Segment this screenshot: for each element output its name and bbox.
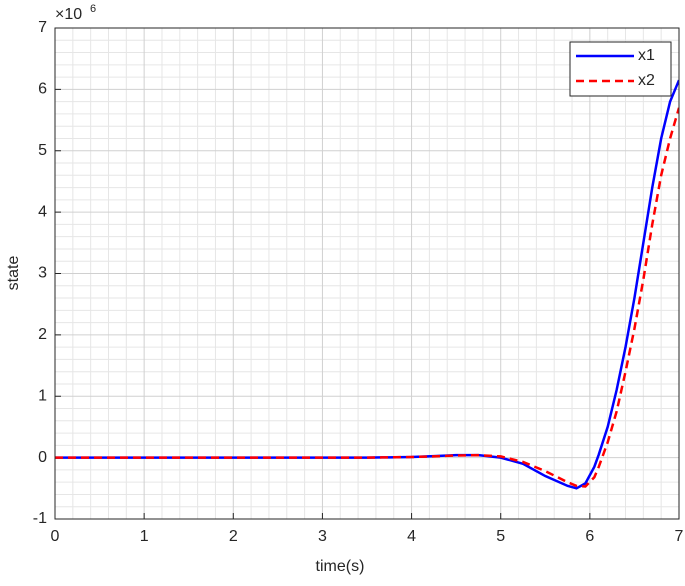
x-tick-label: 2	[229, 528, 238, 545]
x-axis-label: time(s)	[316, 558, 365, 575]
legend-label: x2	[638, 72, 655, 89]
x-tick-label: 1	[140, 528, 149, 545]
y-tick-label: 5	[38, 142, 47, 159]
y-tick-label: 4	[38, 203, 47, 220]
axes-box	[54, 27, 680, 520]
x-tick-label: 0	[51, 528, 60, 545]
x-tick-label: 4	[407, 528, 416, 545]
y-tick-label: 6	[38, 81, 47, 98]
y-tick-label: 0	[38, 449, 47, 466]
line-series	[55, 107, 679, 488]
y-axis-label: state	[5, 256, 22, 291]
y-multiplier-exponent: 6	[90, 3, 96, 15]
x-tick-label: 3	[318, 528, 327, 545]
legend-box	[569, 41, 672, 97]
y-tick-label: 2	[38, 326, 47, 343]
y-tick-label: 7	[38, 19, 47, 36]
y-tick-label: 3	[38, 265, 47, 282]
x-tick-label: 5	[496, 528, 505, 545]
x-tick-label: 6	[585, 528, 594, 545]
y-tick-label: 1	[38, 387, 47, 404]
x-tick-label: 7	[675, 528, 684, 545]
y-multiplier: ×10	[55, 6, 82, 23]
legend-label: x1	[638, 47, 655, 64]
y-tick-label: -1	[33, 510, 47, 527]
